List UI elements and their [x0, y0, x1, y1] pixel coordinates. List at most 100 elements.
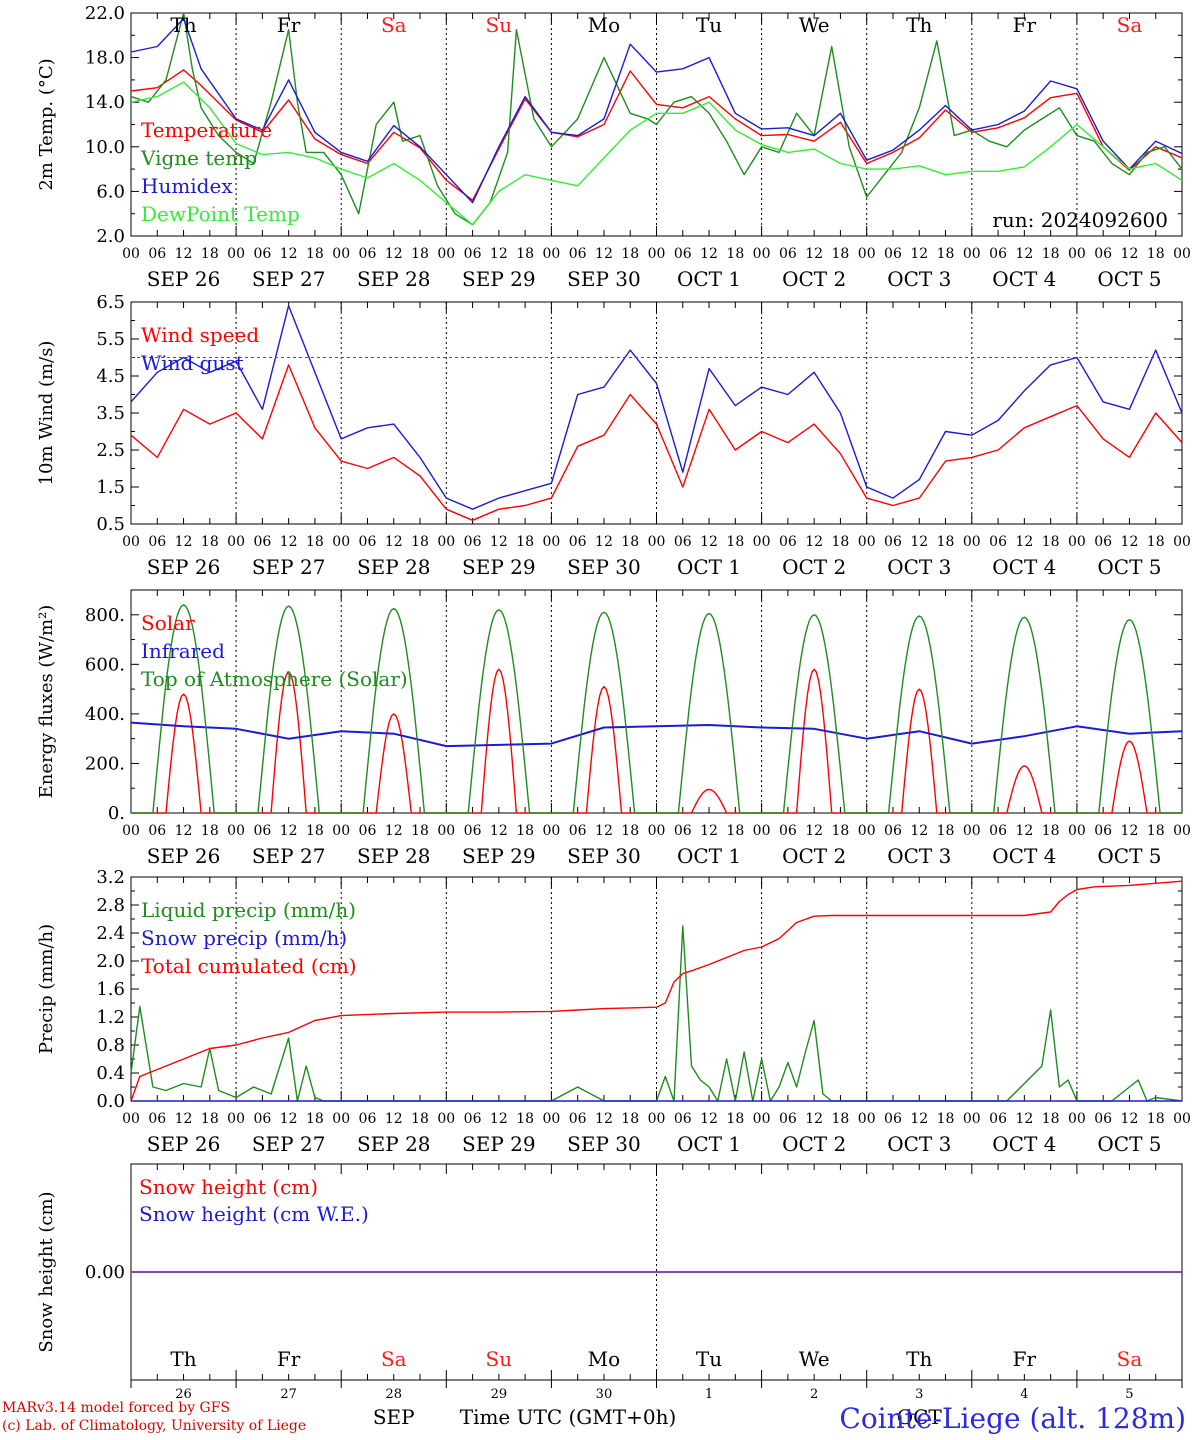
- y-axis-label: 10m Wind (m/s): [36, 341, 57, 486]
- hour-label: 06: [884, 246, 902, 262]
- hour-label: 00: [858, 534, 876, 550]
- y-tick-label: 2.8: [96, 895, 125, 916]
- hour-label: 06: [253, 1111, 271, 1127]
- hour-label: 18: [306, 534, 324, 550]
- weekday-label: Sa: [381, 13, 407, 37]
- weekday-label: Fr: [277, 13, 301, 37]
- legend-entry: Wind speed: [141, 323, 259, 347]
- hour-label: 00: [332, 1111, 350, 1127]
- hour-label: 18: [726, 823, 744, 839]
- hour-label: 12: [700, 246, 718, 262]
- y-axis-label: Energy fluxes (W/m²): [36, 605, 57, 799]
- date-label: SEP 29: [462, 844, 536, 868]
- hour-label: 18: [1147, 823, 1165, 839]
- hour-label: 06: [569, 534, 587, 550]
- date-label: OCT 2: [782, 1132, 846, 1156]
- hour-label: 12: [280, 246, 298, 262]
- hour-label: 00: [963, 1111, 981, 1127]
- weekday-label: Sa: [381, 1347, 407, 1371]
- legend-entry: Vigne temp: [140, 146, 257, 170]
- hour-label: 12: [385, 1111, 403, 1127]
- date-label: OCT 1: [677, 1132, 741, 1156]
- hour-label: 06: [464, 1111, 482, 1127]
- hour-label: 06: [569, 1111, 587, 1127]
- hour-label: 06: [989, 534, 1007, 550]
- y-tick-label: 600.: [85, 654, 125, 675]
- hour-label: 06: [989, 823, 1007, 839]
- series-line-temperature: [130, 69, 1183, 201]
- y-tick-label: 1.2: [96, 1007, 125, 1028]
- date-label: OCT 3: [887, 555, 951, 579]
- date-label: SEP 29: [462, 267, 536, 291]
- hour-label: 18: [621, 1111, 639, 1127]
- series-line-humidex: [130, 17, 1183, 204]
- hour-label: 00: [648, 1111, 666, 1127]
- y-tick-label: 0.4: [96, 1063, 125, 1084]
- hour-label: 06: [464, 534, 482, 550]
- hour-label: 06: [148, 534, 166, 550]
- hour-label: 12: [280, 534, 298, 550]
- date-label: OCT 3: [887, 1132, 951, 1156]
- day-number: 27: [280, 1387, 297, 1402]
- y-tick-label: 200.: [85, 753, 125, 774]
- panel-2: [130, 301, 1183, 525]
- hour-label: 12: [595, 534, 613, 550]
- legend-entry: Snow precip (mm/h): [141, 926, 347, 950]
- hour-label: 00: [542, 246, 560, 262]
- weekday-label: Mo: [588, 1347, 621, 1371]
- y-tick-label: 800.: [85, 605, 125, 626]
- hour-label: 06: [359, 823, 377, 839]
- hour-label: 06: [884, 823, 902, 839]
- month-label-sep: SEP: [373, 1405, 415, 1429]
- date-label: SEP 27: [252, 1132, 326, 1156]
- hour-label: 00: [1068, 246, 1086, 262]
- hour-label: 00: [753, 1111, 771, 1127]
- hour-label: 18: [832, 534, 850, 550]
- hour-label: 06: [359, 246, 377, 262]
- hour-label: 18: [1147, 246, 1165, 262]
- date-label: OCT 3: [887, 267, 951, 291]
- hour-label: 06: [779, 1111, 797, 1127]
- hour-label: 00: [753, 534, 771, 550]
- day-number: 29: [491, 1387, 508, 1402]
- y-tick-label: 2.4: [96, 923, 125, 944]
- weekday-label: Th: [906, 1347, 932, 1371]
- hour-label: 18: [516, 246, 534, 262]
- y-tick-label: 0.5: [96, 514, 125, 535]
- hour-label: 00: [858, 823, 876, 839]
- hour-label: 12: [910, 1111, 928, 1127]
- hour-label: 00: [1068, 1111, 1086, 1127]
- y-tick-label: 6.0: [96, 181, 125, 202]
- hour-label: 06: [779, 823, 797, 839]
- weekday-label: Fr: [277, 1347, 301, 1371]
- hour-label: 00: [648, 246, 666, 262]
- hour-label: 18: [726, 246, 744, 262]
- hour-label: 00: [437, 246, 455, 262]
- hour-label: 12: [910, 823, 928, 839]
- hour-label: 06: [1094, 1111, 1112, 1127]
- hour-label: 00: [963, 246, 981, 262]
- hour-label: 12: [1121, 246, 1139, 262]
- y-tick-label: 0.8: [96, 1035, 125, 1056]
- hour-label: 18: [1042, 246, 1060, 262]
- hour-label: 00: [437, 534, 455, 550]
- weekday-label: We: [799, 13, 830, 37]
- hour-label: 06: [148, 1111, 166, 1127]
- hour-label: 06: [569, 823, 587, 839]
- hour-label: 06: [1094, 823, 1112, 839]
- weekday-label: Th: [906, 13, 932, 37]
- weekday-label: Sa: [1117, 13, 1143, 37]
- date-label: SEP 30: [567, 1132, 641, 1156]
- weekday-label: Sa: [1117, 1347, 1143, 1371]
- legend-entry: Liquid precip (mm/h): [141, 898, 356, 922]
- hour-label: 00: [542, 534, 560, 550]
- hour-label: 12: [700, 1111, 718, 1127]
- date-label: SEP 29: [462, 1132, 536, 1156]
- legend-entry: Snow height (cm W.E.): [139, 1202, 369, 1226]
- hour-label: 18: [1042, 823, 1060, 839]
- hour-label: 12: [595, 823, 613, 839]
- hour-label: 00: [122, 246, 140, 262]
- hour-label: 12: [910, 246, 928, 262]
- hour-label: 18: [306, 1111, 324, 1127]
